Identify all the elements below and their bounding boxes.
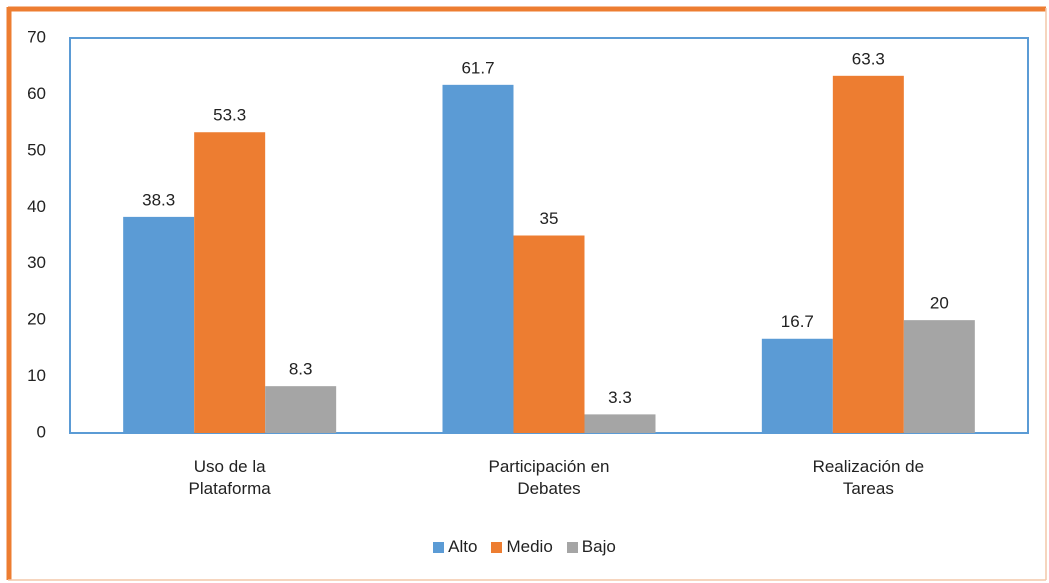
data-label: 53.3 bbox=[213, 106, 246, 125]
bar bbox=[442, 84, 514, 433]
data-label: 3.3 bbox=[608, 388, 632, 407]
bar bbox=[265, 386, 337, 433]
bar bbox=[903, 320, 975, 433]
legend-swatch bbox=[433, 541, 445, 553]
legend-item: Bajo bbox=[566, 537, 616, 557]
data-label: 61.7 bbox=[461, 58, 494, 77]
legend-label: Medio bbox=[506, 537, 553, 556]
x-tick-label: Participación en Debates bbox=[488, 457, 610, 498]
legend-label: Bajo bbox=[581, 537, 616, 556]
bar bbox=[832, 75, 904, 434]
legend: Alto Medio Bajo bbox=[0, 537, 1049, 557]
y-tick-label: 70 bbox=[27, 27, 46, 46]
y-tick-label: 0 bbox=[37, 422, 46, 441]
legend-item: Medio bbox=[491, 537, 553, 557]
legend-swatch bbox=[491, 541, 503, 553]
bar bbox=[123, 216, 195, 433]
bar bbox=[584, 414, 656, 433]
y-tick-label: 10 bbox=[27, 366, 46, 385]
y-tick-label: 20 bbox=[27, 310, 46, 329]
data-label: 35 bbox=[540, 209, 559, 228]
legend-item: Alto bbox=[433, 537, 477, 557]
x-tick-label: Realización de Tareas bbox=[812, 457, 925, 498]
bar bbox=[761, 338, 833, 433]
y-tick-label: 40 bbox=[27, 197, 46, 216]
data-label: 8.3 bbox=[289, 360, 313, 379]
x-tick-label: Uso de la Plataforma bbox=[188, 457, 271, 498]
data-label: 20 bbox=[930, 294, 949, 313]
y-tick-label: 50 bbox=[27, 140, 46, 159]
y-tick-label: 60 bbox=[27, 84, 46, 103]
data-label: 38.3 bbox=[142, 190, 175, 209]
bar bbox=[194, 132, 266, 433]
legend-swatch bbox=[566, 541, 578, 553]
legend-label: Alto bbox=[448, 537, 478, 556]
data-label: 16.7 bbox=[781, 312, 814, 331]
data-label: 63.3 bbox=[852, 49, 885, 68]
y-tick-label: 30 bbox=[27, 253, 46, 272]
bar bbox=[513, 235, 585, 433]
